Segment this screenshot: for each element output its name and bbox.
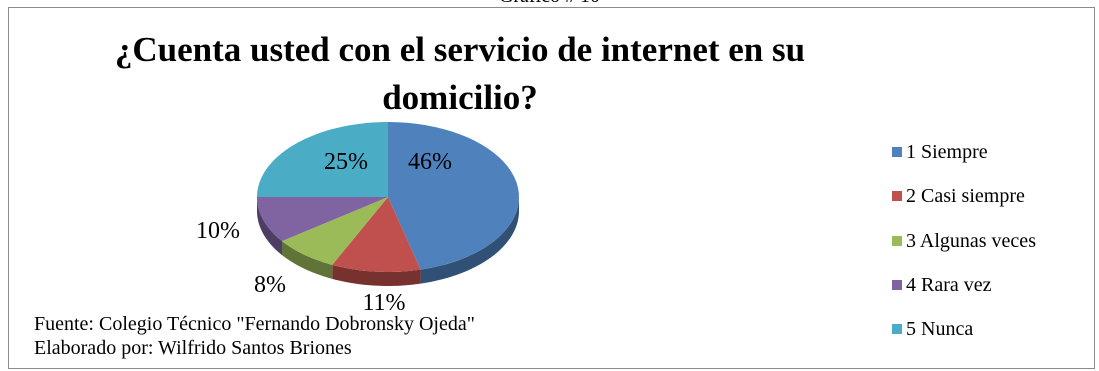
legend-label: 4 Rara vez	[906, 274, 992, 296]
source-note: Fuente: Colegio Técnico "Fernando Dobron…	[34, 312, 475, 360]
legend-label: 1 Siempre	[906, 141, 988, 163]
pie-slice	[257, 122, 388, 197]
legend-swatch	[892, 236, 902, 246]
pie-slice	[257, 197, 388, 242]
legend-swatch	[892, 324, 902, 334]
data-label: 46%	[408, 149, 452, 175]
pie-slice-side	[420, 197, 519, 284]
figure-caption: Gráfico # 10	[0, 0, 1099, 8]
data-label: 11%	[362, 290, 405, 316]
data-label: 8%	[254, 272, 286, 298]
legend-label: 2 Casi siempre	[906, 185, 1025, 207]
source-line: Fuente: Colegio Técnico "Fernando Dobron…	[34, 313, 475, 335]
pie-slice-side	[332, 264, 421, 286]
author-line: Elaborado por: Wilfrido Santos Briones	[34, 337, 352, 359]
chart-title: ¿Cuenta usted con el servicio de interne…	[114, 30, 806, 117]
data-label: 10%	[196, 218, 240, 244]
pie-slice	[388, 122, 519, 270]
legend-swatch	[892, 280, 902, 290]
pie-slice-side	[257, 197, 283, 256]
legend-label: 5 Nunca	[906, 318, 974, 340]
data-label: 25%	[324, 149, 368, 175]
pie-slice-side	[282, 241, 333, 279]
pie-slice	[332, 197, 421, 272]
chart-frame	[8, 7, 1095, 369]
legend-swatch	[892, 147, 902, 157]
pie-slice	[282, 197, 388, 265]
legend-label: 3 Algunas veces	[906, 230, 1036, 252]
legend-swatch	[892, 191, 902, 201]
